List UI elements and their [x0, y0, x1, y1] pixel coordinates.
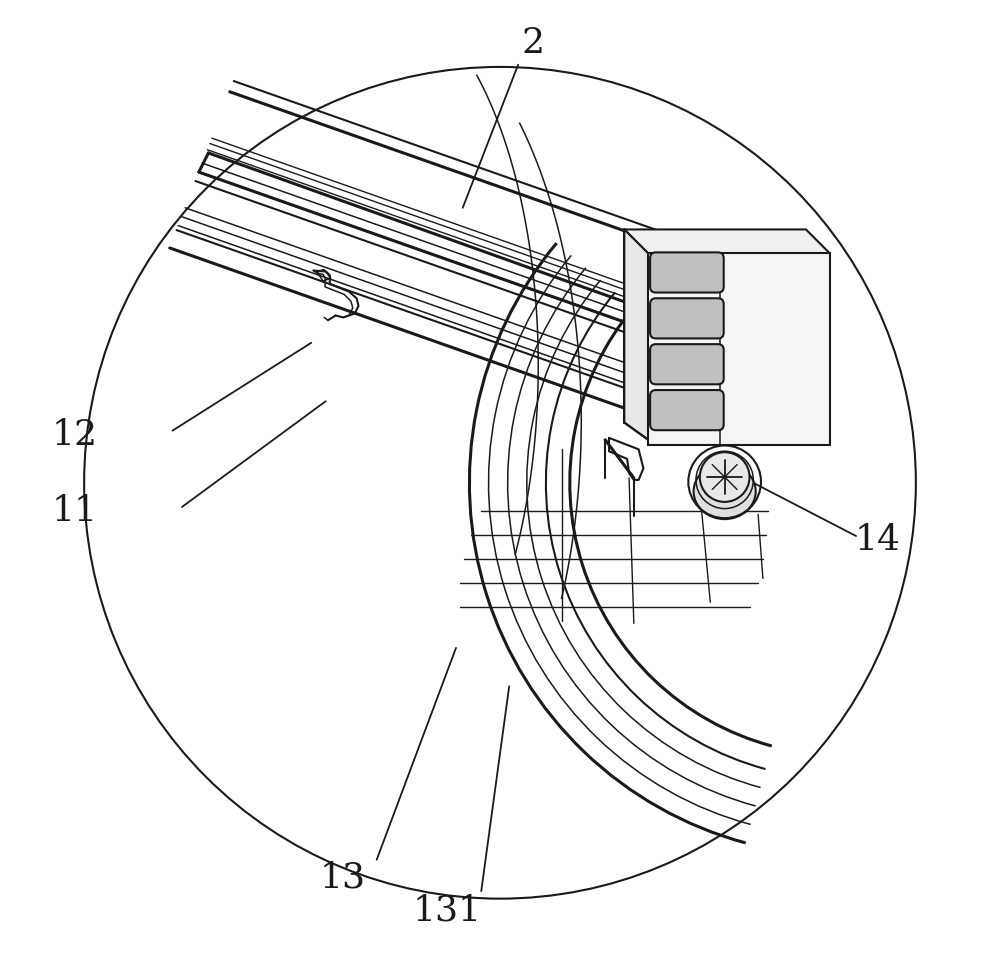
Text: 14: 14: [855, 523, 901, 557]
Circle shape: [700, 452, 750, 502]
Text: 13: 13: [319, 860, 365, 895]
Text: 2: 2: [522, 26, 545, 60]
Polygon shape: [624, 229, 648, 440]
Text: 12: 12: [52, 418, 98, 452]
FancyBboxPatch shape: [650, 344, 724, 384]
Polygon shape: [648, 253, 830, 445]
FancyBboxPatch shape: [650, 252, 724, 293]
Ellipse shape: [694, 464, 756, 519]
Text: 131: 131: [413, 893, 482, 927]
FancyBboxPatch shape: [650, 390, 724, 430]
FancyBboxPatch shape: [650, 298, 724, 338]
Polygon shape: [624, 229, 830, 253]
Text: 11: 11: [52, 494, 98, 529]
